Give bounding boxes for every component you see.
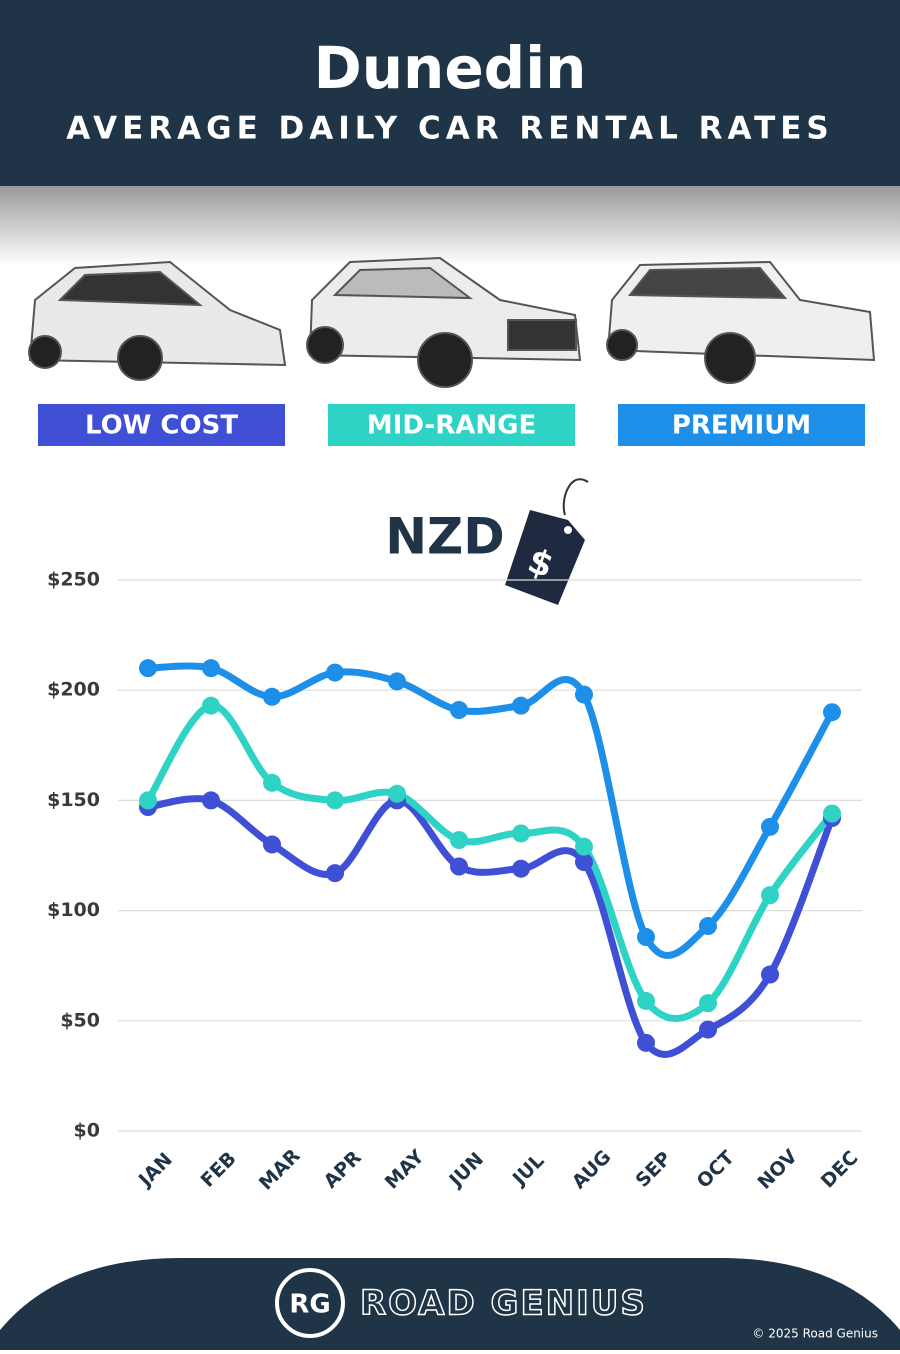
data-point — [699, 917, 717, 936]
legend-label: LOW COST — [85, 411, 238, 441]
x-tick-label: AUG — [568, 1146, 615, 1193]
y-tick-label: $200 — [47, 679, 100, 701]
data-point — [263, 773, 281, 792]
legend-swatch — [38, 404, 285, 446]
data-point — [637, 1033, 655, 1052]
header — [0, 0, 900, 186]
data-point — [761, 886, 779, 905]
data-point — [202, 659, 220, 678]
data-point — [450, 701, 468, 720]
series-line — [144, 702, 836, 1022]
price-tag: $ — [505, 478, 589, 605]
x-tick-label: MAR — [255, 1145, 305, 1195]
legend-swatch — [618, 404, 865, 446]
data-point — [512, 824, 530, 843]
data-point — [637, 928, 655, 947]
y-tick-label: $100 — [47, 899, 100, 921]
legend: LOW COST MID-RANGE PREMIUM — [38, 404, 865, 446]
logo-ring — [275, 1268, 345, 1338]
logo: RG — [289, 1290, 330, 1320]
legend-label: PREMIUM — [672, 411, 811, 441]
data-point — [326, 663, 344, 682]
data-point — [761, 817, 779, 836]
x-tick-label: APR — [320, 1146, 366, 1192]
data-point — [326, 791, 344, 810]
data-point — [823, 703, 841, 722]
data-point — [388, 672, 406, 691]
x-tick-label: OCT — [693, 1147, 739, 1193]
data-point — [699, 1020, 717, 1039]
footer — [0, 1258, 900, 1350]
data-point — [512, 859, 530, 878]
data-point — [450, 857, 468, 876]
y-tick-label: $150 — [47, 789, 100, 811]
x-tick-label: DEC — [817, 1147, 863, 1193]
legend-swatch — [328, 404, 575, 446]
x-tick-label: NOV — [754, 1145, 802, 1193]
copyright: © 2025 Road Genius — [752, 1327, 878, 1341]
x-tick-label: JUN — [444, 1148, 488, 1192]
y-tick-label: $50 — [60, 1009, 100, 1031]
car-premium — [606, 260, 876, 384]
x-tick-label: FEB — [197, 1148, 241, 1192]
data-point — [699, 994, 717, 1013]
currency-note: NZD — [385, 508, 505, 566]
title: Dunedin — [314, 34, 587, 102]
x-tick-label: JAN — [133, 1149, 177, 1193]
y-tick-label: $0 — [74, 1120, 100, 1142]
data-point — [263, 835, 281, 854]
subtitle: AVERAGE DAILY CAR RENTAL RATES — [66, 111, 834, 147]
data-point — [202, 791, 220, 810]
y-tick-label: $250 — [47, 569, 100, 591]
data-point — [823, 804, 841, 823]
plot: $0 $50 $100 $150 $200 $250 JAN FEB MAR APR MAY JUN J… — [47, 569, 862, 1195]
data-point — [575, 685, 593, 704]
data-point — [512, 696, 530, 715]
data-point — [326, 864, 344, 883]
x-tick-label: JUL — [507, 1150, 548, 1191]
legend-label: MID-RANGE — [367, 411, 536, 441]
data-point — [139, 659, 157, 678]
data-point — [388, 784, 406, 803]
brand: ROAD GENIUS — [360, 1284, 647, 1324]
data-point — [263, 687, 281, 706]
data-point — [575, 837, 593, 856]
car-hatch — [28, 260, 287, 381]
x-tick-label: SEP — [632, 1147, 676, 1191]
data-point — [450, 831, 468, 850]
data-point — [637, 991, 655, 1010]
data-point — [761, 965, 779, 984]
car-suv — [306, 256, 582, 388]
shade — [0, 186, 900, 266]
series-line — [144, 662, 836, 959]
data-point — [575, 853, 593, 872]
data-point — [202, 696, 220, 715]
data-point — [139, 791, 157, 810]
x-tick-label: MAY — [381, 1146, 429, 1194]
